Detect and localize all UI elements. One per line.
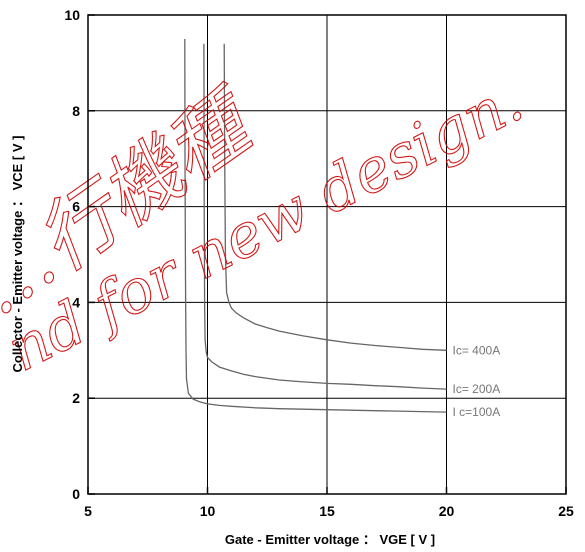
x-axis-label: Gate - Emitter voltage ： VGE [ V ] [225, 532, 435, 547]
series-line [223, 43, 447, 351]
y-tick-label: 4 [72, 294, 80, 310]
x-tick-label: 25 [558, 503, 574, 519]
series-label: Ic= 200A [453, 382, 501, 396]
curves [184, 38, 447, 413]
y-axis-label: Collector - Emitter voltage ： VCE [ V ] [10, 136, 25, 373]
x-tick-label: 10 [200, 503, 216, 519]
x-tick-label: 15 [319, 503, 335, 519]
x-tick-label: 5 [84, 503, 92, 519]
series-label: Ic= 400A [453, 343, 501, 357]
y-tick-label: 6 [72, 199, 80, 215]
curve-labels: Ic= 400A Ic= 200A I c=100A [453, 343, 501, 419]
y-tick-label: 10 [64, 7, 80, 23]
y-tick-label: 2 [72, 390, 80, 406]
watermark: …行機種 nd for new design. [0, 65, 534, 386]
y-tick-label: 0 [72, 486, 80, 502]
grid [87, 14, 567, 495]
plot-frame [87, 14, 567, 495]
x-tick-label: 20 [439, 503, 455, 519]
series-line [203, 43, 447, 390]
series-label: I c=100A [453, 405, 501, 419]
series-line [184, 38, 447, 413]
tick-labels: 5 10 15 20 25 0 2 4 6 8 10 [64, 7, 574, 519]
y-tick-label: 8 [72, 103, 80, 119]
